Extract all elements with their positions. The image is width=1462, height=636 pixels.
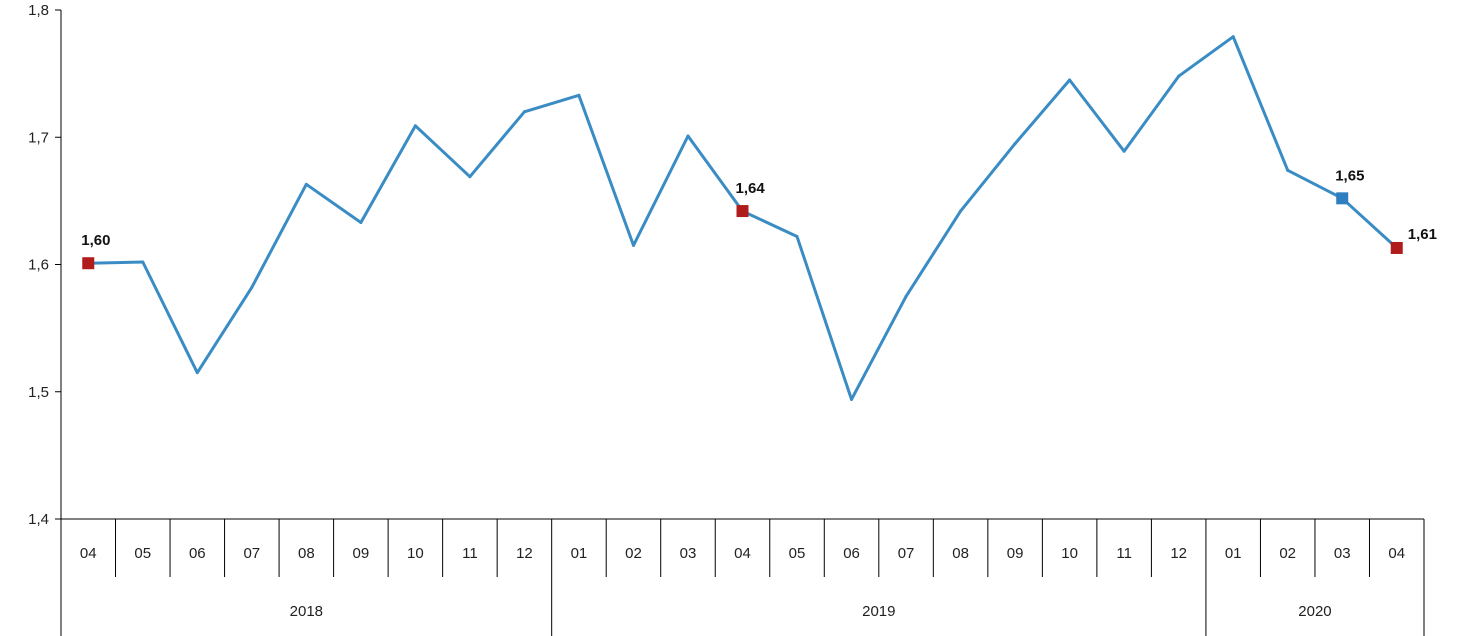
data-point [904,294,908,298]
data-point [850,397,854,401]
month-label: 07 [243,545,260,562]
data-point [795,235,799,239]
data-point [1286,168,1290,172]
month-label: 06 [843,545,860,562]
month-label: 09 [353,545,370,562]
year-label: 2020 [1298,603,1331,620]
data-point [1122,149,1126,153]
y-tick-label: 1,5 [28,384,49,401]
annotation-marker [736,205,749,218]
month-label: 12 [1170,545,1187,562]
annotation-marker [82,257,95,270]
data-point [1068,78,1072,82]
y-tick-label: 1,8 [28,2,49,19]
month-label: 02 [1279,545,1296,562]
data-point [1177,74,1181,78]
data-point [686,134,690,138]
month-label: 11 [1116,545,1132,562]
annotation-marker [1390,241,1403,254]
data-point [141,260,145,264]
annotation-markers: 1,60 1,64 1,65 1,61 [81,167,1437,270]
data-point [631,243,635,247]
month-label: 01 [571,545,588,562]
data-label: 1,60 [81,232,110,249]
year-label: 2019 [862,603,895,620]
month-label: 04 [1388,545,1405,562]
data-label: 1,65 [1335,167,1364,184]
y-tick-label: 1,7 [28,129,49,146]
month-label: 07 [898,545,915,562]
series-line [86,35,1399,401]
data-point [359,221,363,225]
y-axis: 1,4 1,5 1,6 1,7 1,8 [28,2,62,636]
data-point [413,124,417,128]
data-point [577,93,581,97]
month-label: 11 [462,545,478,562]
month-label: 03 [680,545,697,562]
year-label: 2018 [290,603,323,620]
month-label: 10 [1061,545,1078,562]
month-label: 05 [134,545,151,562]
month-label: 09 [1007,545,1024,562]
annotation-marker [1336,192,1349,205]
y-tick-label: 1,4 [28,511,49,528]
month-label: 06 [189,545,206,562]
data-label: 1,64 [736,180,766,197]
month-label: 12 [516,545,533,562]
y-tick-label: 1,6 [28,257,49,274]
data-point [304,182,308,186]
data-label: 1,61 [1408,226,1437,243]
data-point [959,209,963,213]
month-label: 05 [789,545,806,562]
data-point [195,371,199,375]
x-axis: 04 05 06 07 08 09 10 11 12 01 02 03 04 05 06 07 08 09 10 11… [60,518,1425,636]
month-label: 08 [952,545,969,562]
data-point [250,285,254,289]
data-point [468,175,472,179]
month-label: 04 [734,545,751,562]
month-label: 10 [407,545,424,562]
data-point [1013,142,1017,146]
data-point [1231,35,1235,39]
series-line-group [86,35,1399,401]
month-label: 03 [1334,545,1351,562]
month-label: 01 [1225,545,1242,562]
month-label: 02 [625,545,642,562]
data-point [522,110,526,114]
month-label: 08 [298,545,315,562]
month-label: 04 [80,545,97,562]
